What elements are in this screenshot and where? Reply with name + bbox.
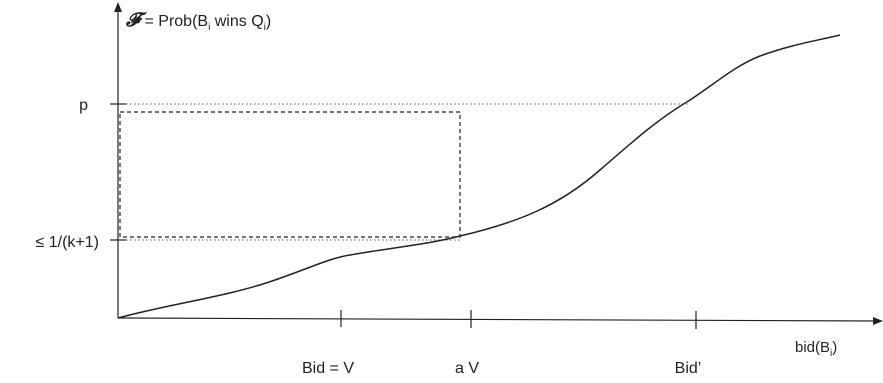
y-axis-label-sub1: i [208, 22, 210, 33]
y-axis-arrowhead [114, 2, 122, 12]
x-axis-label-sub: i [830, 348, 832, 359]
x-axis-label-suffix: ) [832, 339, 837, 356]
y-axis-label-suffix: ) [266, 13, 271, 30]
y-axis-label-sub2: i [264, 22, 266, 33]
x-tick-label-bid-prime: Bid’ [675, 360, 702, 377]
probability-curve [117, 34, 841, 319]
x-axis-label-prefix: bid(B [795, 339, 830, 356]
dashed-region-box [119, 111, 461, 238]
y-axis-label: 𝓕 = Prob(Bi wins Qi) [125, 9, 271, 33]
x-tick-label-a-v: a V [455, 360, 479, 377]
x-tick-label-bid-v: Bid = V [302, 360, 354, 377]
x-axis-label: bid(Bi) [795, 339, 837, 359]
y-axis-label-prefix: = Prob(B [140, 13, 208, 30]
x-axis-arrowhead [873, 317, 883, 325]
x-axis [117, 317, 878, 322]
y-axis-label-middle: wins Q [210, 13, 263, 30]
y-tick-label-p: p [79, 97, 88, 114]
y-tick-label-threshold: ≤ 1/(k+1) [36, 234, 99, 251]
